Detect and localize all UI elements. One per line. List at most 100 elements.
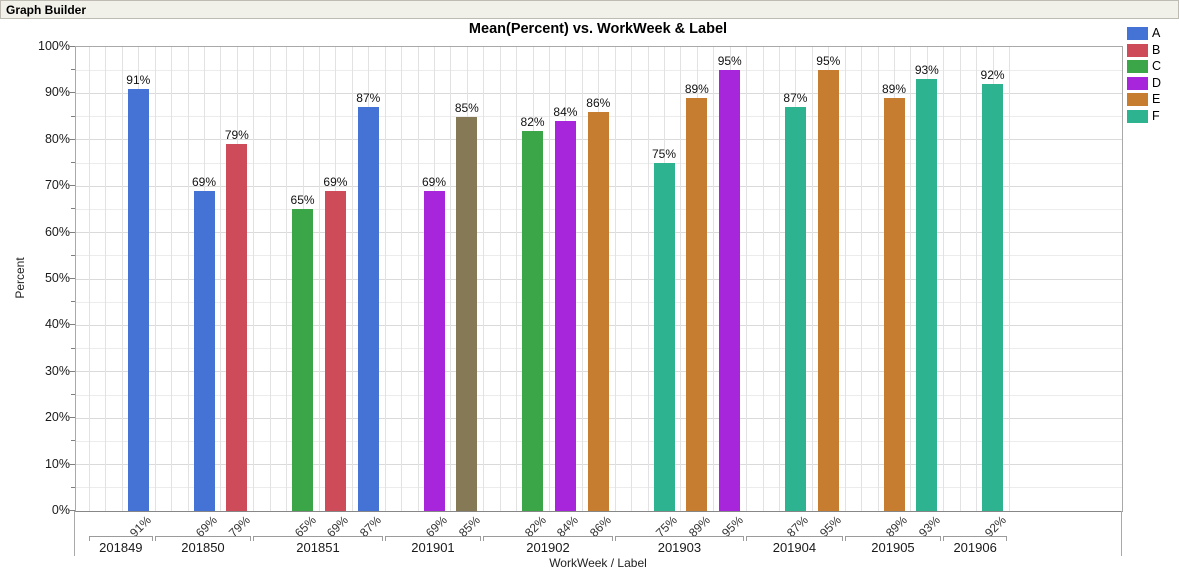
gridline-vertical xyxy=(762,47,764,511)
y-tick-major xyxy=(68,92,75,94)
axis-frame-right xyxy=(1121,511,1122,556)
group-label-201903[interactable]: 201903 xyxy=(657,540,702,555)
legend-item-D[interactable]: D xyxy=(1127,76,1161,90)
bar-201849-A[interactable] xyxy=(127,88,149,511)
y-tick-major xyxy=(68,510,75,511)
bar-201902-C[interactable] xyxy=(522,130,544,511)
gridline-vertical xyxy=(713,47,715,511)
gridline-vertical xyxy=(581,47,583,511)
bar-201904-E[interactable] xyxy=(817,70,839,511)
legend-item-B[interactable]: B xyxy=(1127,43,1161,57)
gridline-vertical xyxy=(253,47,255,511)
bar-value-label: 65% xyxy=(290,193,315,208)
group-label-201902[interactable]: 201902 xyxy=(526,540,570,555)
gridline-vertical xyxy=(680,47,682,511)
gridline-vertical xyxy=(384,47,386,511)
group-bracket xyxy=(483,536,613,541)
gridline-vertical xyxy=(319,47,320,511)
y-tick-major xyxy=(68,417,75,419)
gridline-vertical xyxy=(779,47,780,511)
bar-201906-F[interactable] xyxy=(982,84,1004,511)
bar-201903-F[interactable] xyxy=(653,163,675,511)
bar-201850-B[interactable] xyxy=(226,144,248,511)
axis-frame-left xyxy=(74,511,75,556)
bar-value-label: 87% xyxy=(783,91,808,106)
group-bracket xyxy=(844,536,942,541)
gridline-vertical xyxy=(220,47,222,511)
group-label-201850[interactable]: 201850 xyxy=(181,540,225,555)
legend-item-E[interactable]: E xyxy=(1127,93,1161,106)
gridline-vertical xyxy=(647,47,649,511)
group-label-201849[interactable]: 201849 xyxy=(99,540,143,555)
y-tick-major xyxy=(68,370,75,372)
bar-201902-D[interactable] xyxy=(554,121,576,511)
bar-201901-D[interactable] xyxy=(423,190,445,511)
bar-201901-unlabeled[interactable] xyxy=(456,116,478,511)
bar-value-label: 93% xyxy=(914,63,939,78)
group-label-201905[interactable]: 201905 xyxy=(871,540,915,555)
legend-item-F[interactable]: F xyxy=(1127,109,1161,123)
gridline-vertical xyxy=(861,47,863,511)
bar-value-label: 69% xyxy=(323,174,348,189)
y-tick-label: 10% xyxy=(44,456,70,471)
legend-item-A[interactable]: A xyxy=(1127,27,1161,40)
gridline-vertical xyxy=(105,47,107,511)
legend-label-A: A xyxy=(1152,26,1161,40)
y-tick-label: 90% xyxy=(44,85,70,100)
gridline-vertical xyxy=(401,47,403,511)
legend-label-C: C xyxy=(1152,59,1162,73)
y-tick-minor xyxy=(71,208,75,210)
legend-swatch-D xyxy=(1127,76,1148,90)
gridline-vertical xyxy=(549,47,550,511)
y-tick-minor xyxy=(71,486,75,488)
gridline-vertical xyxy=(89,47,90,511)
bar-value-label: 91% xyxy=(126,72,151,87)
group-bracket xyxy=(154,536,252,541)
group-bracket xyxy=(746,536,843,541)
bar-value-label: 95% xyxy=(717,54,742,69)
group-label-201901[interactable]: 201901 xyxy=(411,540,455,555)
bar-201902-E[interactable] xyxy=(587,111,609,511)
group-label-201906[interactable]: 201906 xyxy=(953,540,997,555)
y-tick-minor xyxy=(71,301,75,303)
gridline-vertical xyxy=(483,47,485,511)
gridline-vertical xyxy=(844,47,846,511)
legend-item-C[interactable]: C xyxy=(1127,60,1161,73)
bar-201904-F[interactable] xyxy=(784,107,806,511)
y-tick-minor xyxy=(71,254,75,256)
y-tick-minor xyxy=(71,115,75,117)
y-tick-label: 100% xyxy=(38,39,70,53)
gridline-vertical xyxy=(1009,47,1010,511)
bar-value-label: 92% xyxy=(980,68,1005,83)
bar-value-label: 89% xyxy=(881,82,907,97)
report-title: Graph Builder xyxy=(6,2,87,17)
gridline-vertical xyxy=(450,47,452,511)
bar-201903-E[interactable] xyxy=(686,98,708,511)
y-tick-major xyxy=(68,278,75,279)
legend-swatch-E xyxy=(1127,93,1148,106)
bar-201905-F[interactable] xyxy=(916,79,938,511)
group-bracket xyxy=(89,536,153,541)
y-axis-title[interactable]: Percent xyxy=(13,257,27,299)
group-bracket xyxy=(253,536,383,541)
bar-value-label: 95% xyxy=(816,54,841,69)
gridline-vertical xyxy=(187,47,189,511)
legend-swatch-A xyxy=(1127,27,1148,40)
bar-201851-A[interactable] xyxy=(357,107,379,511)
bar-201903-D[interactable] xyxy=(719,70,741,511)
group-label-201904[interactable]: 201904 xyxy=(772,540,817,555)
y-tick-label: 40% xyxy=(44,317,70,332)
bar-201851-B[interactable] xyxy=(324,190,346,511)
bar-201905-E[interactable] xyxy=(883,98,905,511)
bar-201850-A[interactable] xyxy=(193,190,215,511)
gridline-vertical xyxy=(121,47,123,511)
y-tick-label: 30% xyxy=(44,363,70,378)
bar-value-label: 75% xyxy=(651,147,677,161)
x-axis-title[interactable]: WorkWeek / Label xyxy=(549,556,647,570)
report-header[interactable]: Graph Builder xyxy=(0,0,1179,19)
group-label-201851[interactable]: 201851 xyxy=(296,540,340,555)
bar-201851-C[interactable] xyxy=(292,209,314,511)
gridline-vertical xyxy=(943,47,945,511)
